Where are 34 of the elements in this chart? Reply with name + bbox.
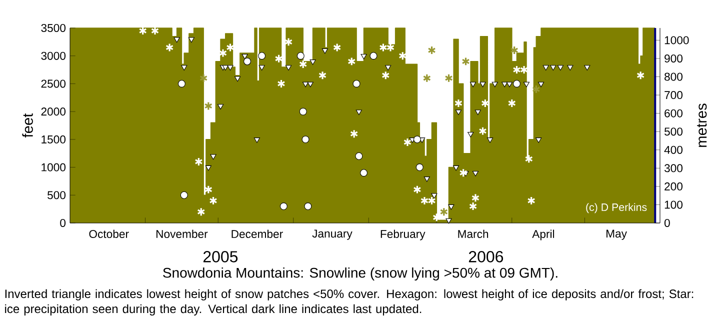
x-tick-label: February (380, 230, 426, 240)
y-tick-label: 2000 (41, 108, 66, 116)
y2-tick-label: 1000 (664, 36, 689, 44)
y2-tick-label: 900 (664, 54, 682, 62)
y2-tick-label: 500 (664, 128, 682, 136)
y-tick-label: 500 (48, 191, 66, 200)
y-tick-label: 2500 (41, 80, 66, 88)
x-tick-label: December (232, 230, 283, 238)
y-tick-label: 3000 (41, 52, 66, 60)
x-tick-label: April (532, 230, 554, 240)
y2-tick-label: 800 (664, 72, 682, 81)
y-axis-title: feet (22, 113, 33, 138)
text: 2005 (203, 251, 238, 262)
y2-axis-title: metres (697, 104, 707, 147)
y2-tick-label: 200 (664, 182, 682, 190)
text: Snowdonia Mountains: Snowline (snow lying >50% at 09 GMT). (163, 267, 558, 281)
y-tick-label: 1500 (42, 135, 66, 144)
x-tick-label: January (312, 230, 352, 240)
text: Inverted triangle indicates lowest height of snow patches <50% cover. Hexagon: lowest height of ice deposits and/or frost; Star: ice precipitation seen during the day. Vertical dark line indicates last updated. (5, 289, 694, 316)
x-tick-label: March (458, 230, 488, 238)
y-tick-label: 1000 (42, 163, 66, 172)
y2-tick-label: 300 (664, 164, 682, 172)
y2-tick-label: 0 (664, 218, 670, 227)
y-tick-label: 0 (60, 218, 66, 227)
annotation: (c) D Perkins (586, 203, 647, 214)
y2-tick-label: 700 (664, 91, 682, 100)
x-tick-label: May (606, 230, 627, 240)
x-tick-label: November (156, 230, 208, 238)
x-tick-label: October (89, 230, 129, 238)
y-tick-label: 3500 (41, 24, 66, 32)
text: 2006 (468, 251, 504, 262)
y2-tick-label: 600 (664, 109, 682, 118)
y2-tick-label: 400 (664, 146, 682, 154)
y2-tick-label: 100 (664, 200, 682, 209)
